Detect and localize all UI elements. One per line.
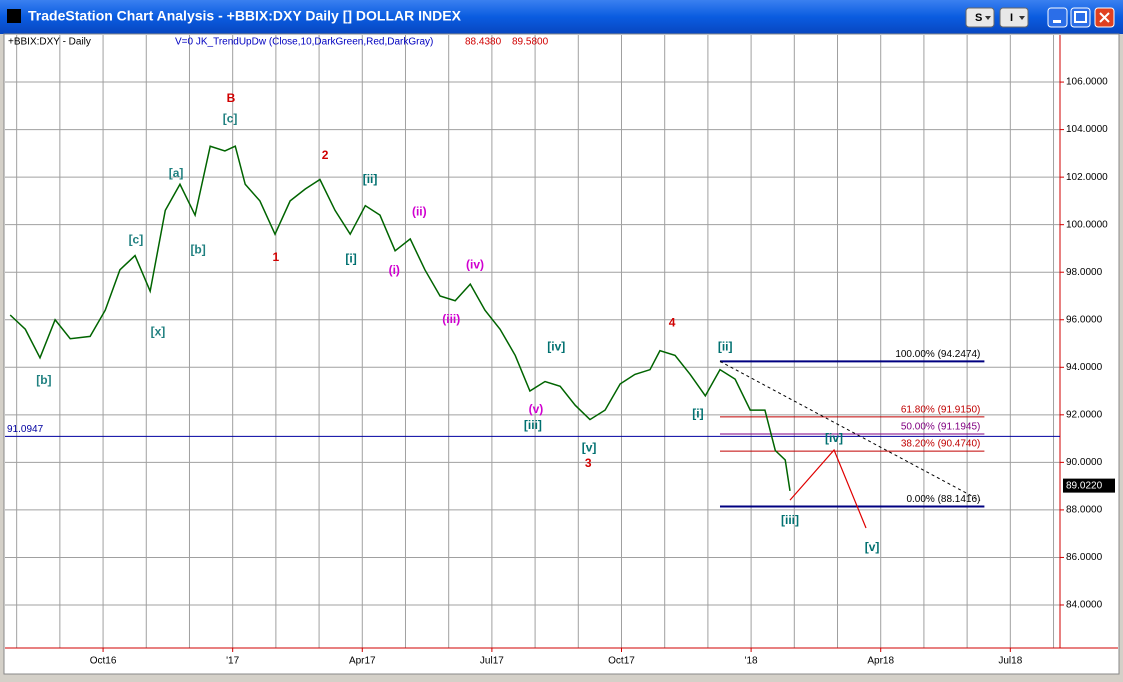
x-tick-label: Jul18 xyxy=(998,656,1022,667)
i-button-label[interactable]: I xyxy=(1010,12,1013,24)
last-price-box xyxy=(1063,478,1115,493)
wave-label: [i] xyxy=(692,406,703,420)
window-title: TradeStation Chart Analysis - +BBIX:DXY … xyxy=(28,8,462,24)
plot: 84.0000 86.0000 88.0000 90.0000 92.0000 94.00… xyxy=(5,35,1118,667)
wave-label: 2 xyxy=(322,148,329,162)
wave-label: B xyxy=(227,91,236,105)
y-tick-label: 98.0000 xyxy=(1066,267,1103,278)
wave-label: [iii] xyxy=(781,513,799,527)
minimize-icon xyxy=(1053,20,1061,23)
fib-label: 0.00% (88.1416) xyxy=(906,494,980,505)
i-button[interactable] xyxy=(999,7,1029,28)
title-bar xyxy=(0,0,1123,34)
y-tick-label: 102.0000 xyxy=(1066,172,1108,183)
fib-label: 61.80% (91.9150) xyxy=(901,404,981,415)
wave-label: 4 xyxy=(669,315,676,329)
x-tick-label: '17 xyxy=(226,656,239,667)
wave-label: [v] xyxy=(582,440,597,454)
symbol-label: +BBIX:DXY - Daily xyxy=(8,37,91,48)
maximize-button[interactable] xyxy=(1070,7,1091,28)
price-line-label: 91.0947 xyxy=(7,424,44,435)
wave-label: (iii) xyxy=(442,312,460,326)
dropdown-arrow xyxy=(1019,16,1025,20)
y-tick-label: 92.0000 xyxy=(1066,409,1103,420)
x-tick-label: '18 xyxy=(745,656,758,667)
y-tick-label: 86.0000 xyxy=(1066,552,1103,563)
wave-label: [i] xyxy=(345,251,356,265)
indicator-label: V=0 JK_TrendUpDw (Close,10,DarkGreen,Red… xyxy=(175,37,433,48)
x-tick-label: Apr18 xyxy=(867,656,894,667)
wave-label: [c] xyxy=(129,232,144,246)
y-tick-label: 104.0000 xyxy=(1066,124,1108,135)
fib-label: 38.20% (90.4740) xyxy=(901,439,981,450)
wave-label: [ii] xyxy=(718,339,733,353)
s-button-label[interactable]: S xyxy=(975,12,982,24)
y-tick-label: 94.0000 xyxy=(1066,362,1103,373)
wave-label: 1 xyxy=(273,250,280,264)
wave-label: [v] xyxy=(865,540,880,554)
y-tick-label: 90.0000 xyxy=(1066,457,1103,468)
y-tick-label: 96.0000 xyxy=(1066,314,1103,325)
wave-label: [iv] xyxy=(547,339,565,353)
wave-label: [x] xyxy=(151,324,166,338)
wave-label: [b] xyxy=(36,373,51,387)
wave-label: [c] xyxy=(223,111,238,125)
dropdown-arrow xyxy=(985,16,991,20)
wave-label: [iv] xyxy=(825,431,843,445)
wave-label: (v) xyxy=(529,402,544,416)
minimize-button[interactable] xyxy=(1047,7,1068,28)
last-price-label: 89.0220 xyxy=(1066,480,1103,491)
wave-label: [b] xyxy=(190,242,205,256)
x-tick-label: Oct16 xyxy=(90,656,117,667)
app-icon xyxy=(7,9,21,23)
trend-line xyxy=(719,360,981,501)
maximize-icon xyxy=(1074,11,1087,23)
price-series xyxy=(9,145,791,492)
x-tick-label: Jul17 xyxy=(480,656,504,667)
wave-label: [a] xyxy=(169,166,184,180)
wave-label: (ii) xyxy=(412,204,427,218)
wave-label: (iv) xyxy=(466,257,484,271)
y-tick-label: 88.0000 xyxy=(1066,505,1103,516)
projection xyxy=(789,448,867,529)
y-tick-label: 84.0000 xyxy=(1066,600,1103,611)
wave-label: (i) xyxy=(389,263,400,277)
fib-label: 50.00% (91.1945) xyxy=(901,422,981,433)
x-tick-label: Oct17 xyxy=(608,656,635,667)
indicator-value: 89.5800 xyxy=(512,37,549,48)
s-button[interactable] xyxy=(965,7,995,28)
x-tick-label: Apr17 xyxy=(349,656,376,667)
wave-label: [iii] xyxy=(524,418,542,432)
wave-label: [ii] xyxy=(363,172,378,186)
y-tick-label: 106.0000 xyxy=(1066,77,1108,88)
close-icon xyxy=(1099,12,1110,23)
y-tick-label: 100.0000 xyxy=(1066,219,1108,230)
indicator-value: 88.4380 xyxy=(465,37,502,48)
fib-label: 100.00% (94.2474) xyxy=(895,349,980,360)
wave-label: 3 xyxy=(585,456,592,470)
